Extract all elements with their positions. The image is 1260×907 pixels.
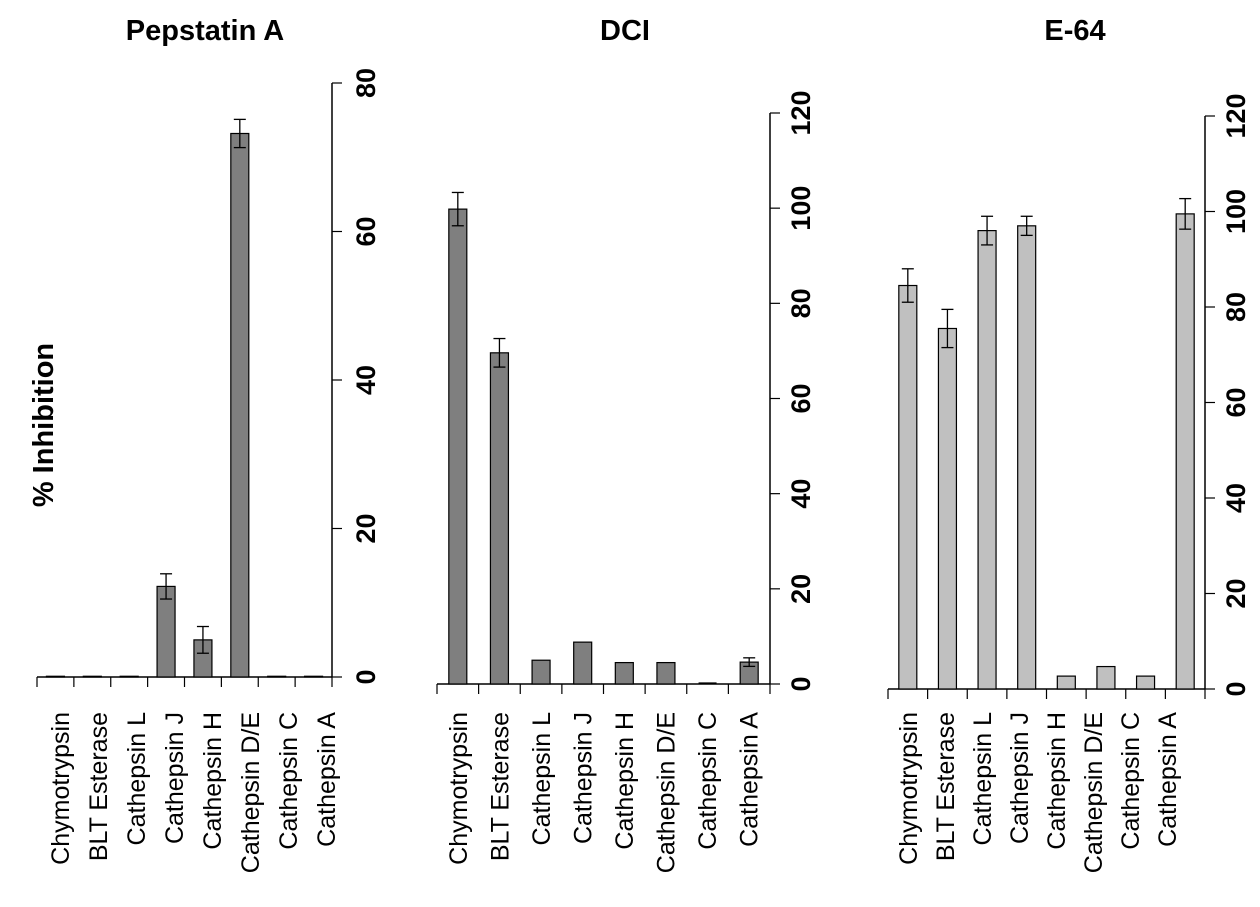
chart-title: Pepstatin A bbox=[126, 15, 285, 47]
y-tick-label: 80 bbox=[1221, 292, 1251, 322]
bar bbox=[156, 585, 176, 678]
y-tick-label: 100 bbox=[1221, 189, 1251, 234]
y-tick-label: 60 bbox=[786, 383, 816, 413]
category-label: Cathepsin J bbox=[161, 712, 189, 844]
error-bar bbox=[1179, 197, 1192, 230]
category-label: Cathepsin L bbox=[528, 712, 556, 846]
bar bbox=[656, 661, 676, 685]
y-tick-label: 80 bbox=[351, 68, 381, 98]
y-tick-label: 20 bbox=[786, 574, 816, 604]
y-tick-label: 60 bbox=[1221, 387, 1251, 417]
bar bbox=[573, 641, 593, 685]
category-label: Cathepsin J bbox=[1006, 712, 1034, 844]
bar bbox=[230, 132, 250, 678]
error-bar bbox=[743, 657, 756, 668]
y-tick-label: 80 bbox=[786, 288, 816, 318]
y-tick-label: 100 bbox=[786, 186, 816, 231]
bar bbox=[1056, 675, 1076, 690]
y-tick-label: 40 bbox=[786, 479, 816, 509]
category-label: Cathepsin J bbox=[569, 712, 597, 844]
category-label: Chymotrypsin bbox=[445, 712, 473, 865]
error-bar bbox=[160, 573, 173, 600]
bar bbox=[614, 661, 634, 685]
chart-panels: Pepstatin A 0 20 40 60 80 Chymotrypsin BLT Este… bbox=[36, 15, 1251, 873]
y-tick-label: 40 bbox=[351, 365, 381, 395]
error-bar bbox=[233, 118, 246, 149]
chart-panel: Pepstatin A 0 20 40 60 80 Chymotrypsin BLT Este… bbox=[36, 15, 381, 873]
y-axis-label: % Inhibition bbox=[28, 343, 60, 507]
bar bbox=[303, 675, 324, 678]
category-label: BLT Esterase bbox=[85, 712, 113, 861]
bar bbox=[119, 675, 139, 678]
error-bar bbox=[451, 191, 464, 227]
category-label: Cathepsin L bbox=[123, 712, 151, 846]
category-label: Cathepsin A bbox=[313, 712, 341, 847]
category-label: Cathepsin H bbox=[1043, 712, 1071, 850]
error-bar bbox=[1020, 215, 1033, 237]
error-bar bbox=[196, 625, 209, 654]
y-tick-label: 120 bbox=[1221, 93, 1251, 138]
bar bbox=[448, 208, 468, 685]
error-bar bbox=[981, 215, 994, 246]
y-tick-label: 20 bbox=[351, 513, 381, 543]
error-bar bbox=[941, 308, 954, 349]
category-label: Cathepsin C bbox=[694, 712, 722, 850]
category-label: Cathepsin A bbox=[1154, 712, 1182, 847]
y-tick-label: 0 bbox=[351, 669, 381, 684]
category-label: Chymotrypsin bbox=[895, 712, 923, 865]
bar bbox=[1135, 675, 1156, 690]
chart-title: E-64 bbox=[1044, 15, 1105, 47]
chart-title: DCI bbox=[600, 15, 650, 47]
error-bar bbox=[493, 337, 506, 368]
y-tick-label: 120 bbox=[786, 90, 816, 135]
bar bbox=[1017, 225, 1037, 690]
bar bbox=[267, 675, 287, 678]
category-label: Cathepsin D/E bbox=[1080, 712, 1108, 873]
category-label: Cathepsin D/E bbox=[652, 712, 680, 873]
chart-panel: DCI 0 20 40 60 80 100 120 Chymotrypsin BLT Estera… bbox=[436, 15, 816, 873]
category-label: Cathepsin H bbox=[611, 712, 639, 850]
bar bbox=[898, 284, 918, 690]
bar bbox=[82, 675, 102, 678]
category-label: Cathepsin C bbox=[1117, 712, 1145, 850]
bar bbox=[977, 230, 997, 690]
bar bbox=[45, 675, 66, 678]
category-label: Cathepsin D/E bbox=[237, 712, 265, 873]
category-label: Cathepsin A bbox=[735, 712, 763, 847]
error-bar bbox=[901, 268, 914, 303]
category-label: BLT Esterase bbox=[486, 712, 514, 861]
y-tick-label: 0 bbox=[786, 676, 816, 691]
y-tick-label: 0 bbox=[1221, 681, 1251, 696]
y-tick-label: 40 bbox=[1221, 483, 1251, 513]
bar bbox=[1096, 665, 1116, 690]
category-label: BLT Esterase bbox=[932, 712, 960, 861]
category-label: Cathepsin C bbox=[275, 712, 303, 850]
bar bbox=[531, 659, 551, 685]
category-label: Cathepsin H bbox=[199, 712, 227, 850]
chart-panel: E-64 0 20 40 60 80 100 120 Chymotrypsin BLT Ester… bbox=[887, 15, 1251, 873]
bar bbox=[937, 327, 958, 690]
y-tick-label: 60 bbox=[351, 216, 381, 246]
bar bbox=[1175, 213, 1195, 690]
category-label: Cathepsin L bbox=[969, 712, 997, 846]
category-label: Chymotrypsin bbox=[47, 712, 75, 865]
y-tick-label: 20 bbox=[1221, 578, 1251, 608]
bar bbox=[489, 352, 510, 685]
